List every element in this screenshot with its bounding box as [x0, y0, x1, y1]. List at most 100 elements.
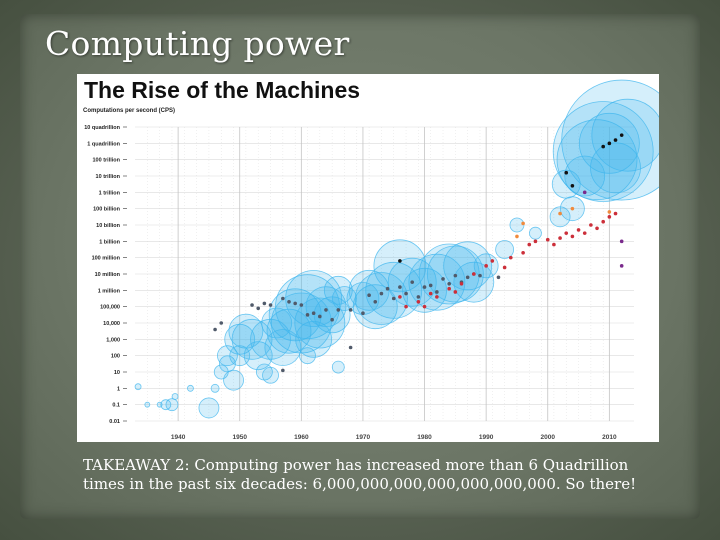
data-point-red	[490, 259, 495, 263]
data-bubble	[187, 384, 194, 392]
takeaway-text: TAKEAWAY 2: Computing power has increase…	[83, 456, 683, 494]
data-point-dark	[496, 275, 501, 280]
data-point-dark	[391, 296, 396, 301]
data-point-red	[607, 215, 612, 219]
data-point-orange	[607, 210, 612, 214]
data-point-black	[613, 138, 618, 142]
data-bubble	[294, 297, 346, 349]
data-bubble	[223, 369, 244, 391]
data-point-red	[533, 239, 538, 244]
data-point-dark	[465, 275, 470, 280]
data-bubble	[591, 98, 659, 172]
data-point-red	[508, 255, 513, 260]
data-point-dark	[410, 280, 415, 284]
data-bubble	[299, 347, 316, 365]
data-point-dark	[318, 314, 322, 319]
y-tick-label: 1 million	[98, 288, 121, 294]
data-point-black	[601, 144, 605, 149]
data-point-dark	[348, 345, 353, 350]
data-point-dark	[447, 282, 451, 286]
data-bubble	[590, 142, 641, 194]
data-point-red	[613, 211, 618, 216]
data-point-red	[545, 237, 550, 242]
data-point-dark	[281, 296, 285, 301]
y-tick-label: 1,000	[106, 337, 120, 343]
data-point-dark	[213, 327, 217, 332]
data-point-dark	[311, 311, 316, 315]
data-bubble	[332, 286, 357, 311]
chart-gridlines	[135, 126, 634, 422]
data-bubble	[402, 267, 447, 313]
data-point-red	[472, 272, 476, 276]
data-point-purple	[619, 239, 624, 244]
chart-bubbles	[134, 79, 659, 419]
data-point-black	[564, 170, 569, 175]
y-tick-label: 100	[111, 354, 120, 360]
data-point-dark	[287, 299, 291, 304]
y-tick-label: 10 million	[95, 272, 121, 278]
data-bubble	[355, 272, 408, 325]
data-point-purple	[619, 264, 624, 268]
data-point-black	[570, 184, 575, 188]
data-point-red	[428, 291, 433, 296]
x-tick-label: 2010	[602, 434, 617, 441]
y-tick-label: 10 billion	[96, 223, 120, 229]
data-bubble	[443, 241, 493, 291]
data-point-orange	[515, 234, 519, 239]
data-point-dark	[293, 301, 297, 306]
data-point-dark	[262, 301, 267, 306]
data-point-red	[453, 290, 458, 294]
data-bubble	[228, 313, 264, 349]
data-point-dark	[281, 368, 285, 373]
data-point-dark	[441, 277, 445, 281]
data-point-red	[521, 250, 525, 255]
data-point-orange	[558, 211, 562, 216]
chart-y-axis-label: Computations per second (CPS)	[83, 108, 175, 114]
y-tick-label: 100,000	[100, 305, 120, 311]
data-bubble	[408, 253, 466, 311]
data-point-red	[589, 223, 593, 227]
data-point-dark	[385, 286, 390, 291]
chart-svg: 0.01 0.1 1 10 100 1,000 10,000 100,000 1 million…	[83, 77, 659, 441]
data-bubble	[509, 217, 525, 233]
data-bubble	[348, 269, 390, 311]
data-point-dark	[268, 303, 273, 307]
data-point-dark	[404, 291, 408, 296]
data-bubble	[144, 401, 151, 408]
data-point-black	[619, 133, 624, 137]
data-bubble	[331, 360, 345, 374]
takeaway-line-1: TAKEAWAY 2: Computing power has increase…	[83, 456, 629, 474]
data-bubble	[453, 261, 495, 303]
data-bubble	[270, 292, 332, 354]
y-tick-label: 100 billion	[93, 207, 121, 213]
data-point-dark	[416, 295, 421, 299]
y-tick-label: 100 trillion	[92, 158, 120, 164]
data-bubble	[305, 286, 347, 328]
data-point-red	[527, 242, 532, 247]
data-point-dark	[305, 313, 310, 317]
y-tick-label: 0.01	[109, 419, 120, 425]
data-point-red	[595, 226, 599, 231]
x-tick-label: 1990	[479, 434, 494, 441]
chart-dots	[213, 133, 624, 373]
data-bubble	[268, 288, 322, 342]
data-point-red	[502, 265, 507, 270]
data-bubble	[529, 226, 542, 240]
data-point-dark	[398, 285, 402, 289]
data-point-red	[459, 282, 464, 286]
data-point-dark	[453, 273, 458, 278]
data-point-dark	[250, 303, 254, 307]
data-point-dark	[348, 308, 353, 312]
data-point-dark	[379, 291, 384, 296]
data-point-dark	[219, 321, 224, 325]
y-tick-label: 10 quadrillion	[84, 125, 120, 131]
y-tick-label: 10	[114, 370, 120, 376]
data-point-red	[416, 299, 421, 304]
y-tick-label: 1 trillion	[99, 190, 121, 196]
slide-title: Computing power	[45, 24, 350, 63]
data-bubble	[262, 366, 279, 384]
y-tick-label: 10 trillion	[96, 174, 121, 180]
data-point-orange	[570, 206, 575, 211]
data-bubble	[165, 398, 179, 412]
data-point-dark	[478, 273, 482, 278]
